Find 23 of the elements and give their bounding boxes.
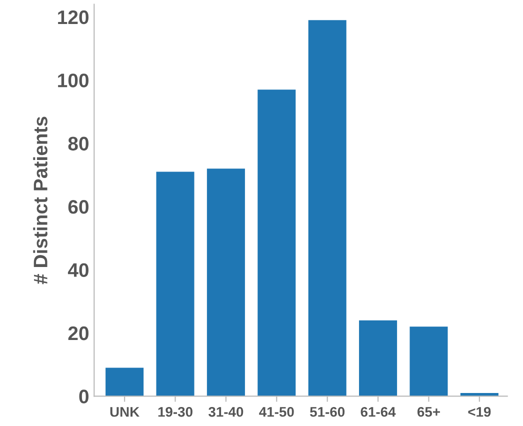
y-tick-label: 60 [68,200,88,214]
y-tick-label: 20 [68,326,88,340]
bar [359,320,398,396]
y-tick-label: 0 [79,390,88,404]
bar [258,90,296,396]
y-tick-label: 120 [58,10,88,24]
x-tick-label: 61-64 [360,406,396,417]
bar [106,368,144,396]
x-tick-label: 51-60 [310,406,345,417]
x-tick-label: 31-40 [208,406,244,417]
y-tick-label: 40 [68,263,88,277]
x-tick-label: 19-30 [158,406,192,417]
x-tick-label: UNK [110,407,140,417]
y-tick-label: 100 [58,74,88,88]
bar [156,172,194,396]
bar [410,326,448,396]
x-tick-label: 65+ [417,406,440,417]
x-tick-label: 41-50 [259,406,294,417]
x-tick-label: <19 [468,406,491,417]
bar [206,168,245,396]
bar [308,20,346,396]
y-axis-title: # Distinct Patients [33,116,48,284]
y-tick-label: 80 [68,136,88,151]
